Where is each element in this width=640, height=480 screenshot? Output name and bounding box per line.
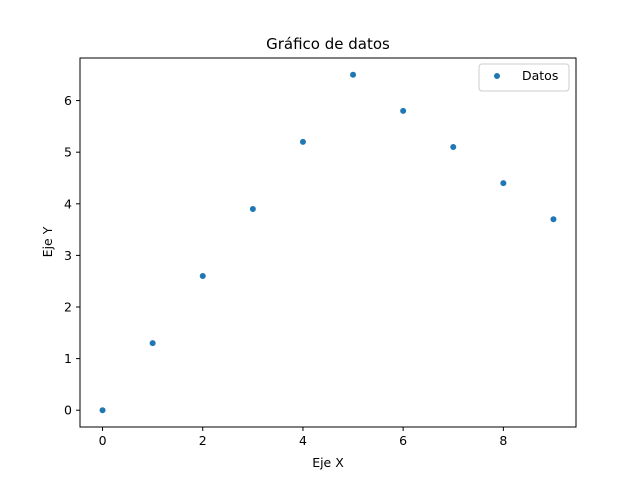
legend-box [478,63,570,92]
legend-entry-label: Datos [522,68,558,83]
data-point [400,107,407,114]
y-axis-ticks: 0 1 2 3 4 5 6 [64,93,80,418]
y-tick-label: 5 [64,145,72,160]
data-point [149,340,156,347]
y-tick-label: 3 [64,248,72,263]
plot-frame [79,57,577,428]
legend-marker [494,73,500,79]
data-point [450,144,457,151]
data-point [350,71,357,78]
data-point [500,180,507,187]
data-points [99,71,557,414]
x-axis-label: Eje X [312,455,344,470]
x-tick-label: 4 [299,433,307,448]
data-point [249,205,256,212]
y-tick-label: 6 [64,93,72,108]
legend: Datos [478,63,570,92]
chart-title: Gráfico de datos [266,35,390,53]
data-point [199,273,206,280]
y-tick-label: 4 [64,196,72,211]
y-tick-label: 0 [64,403,72,418]
x-tick-label: 0 [99,433,107,448]
y-tick-label: 2 [64,300,72,315]
data-point [299,138,306,145]
x-tick-label: 6 [399,433,407,448]
plot-area [80,58,576,427]
x-axis-ticks: 0 2 4 6 8 [99,427,507,448]
x-tick-label: 2 [199,433,207,448]
y-tick-label: 1 [64,351,72,366]
data-point [99,407,106,414]
y-axis-label: Eje Y [40,226,55,257]
x-tick-label: 8 [499,433,507,448]
data-point [550,216,557,223]
